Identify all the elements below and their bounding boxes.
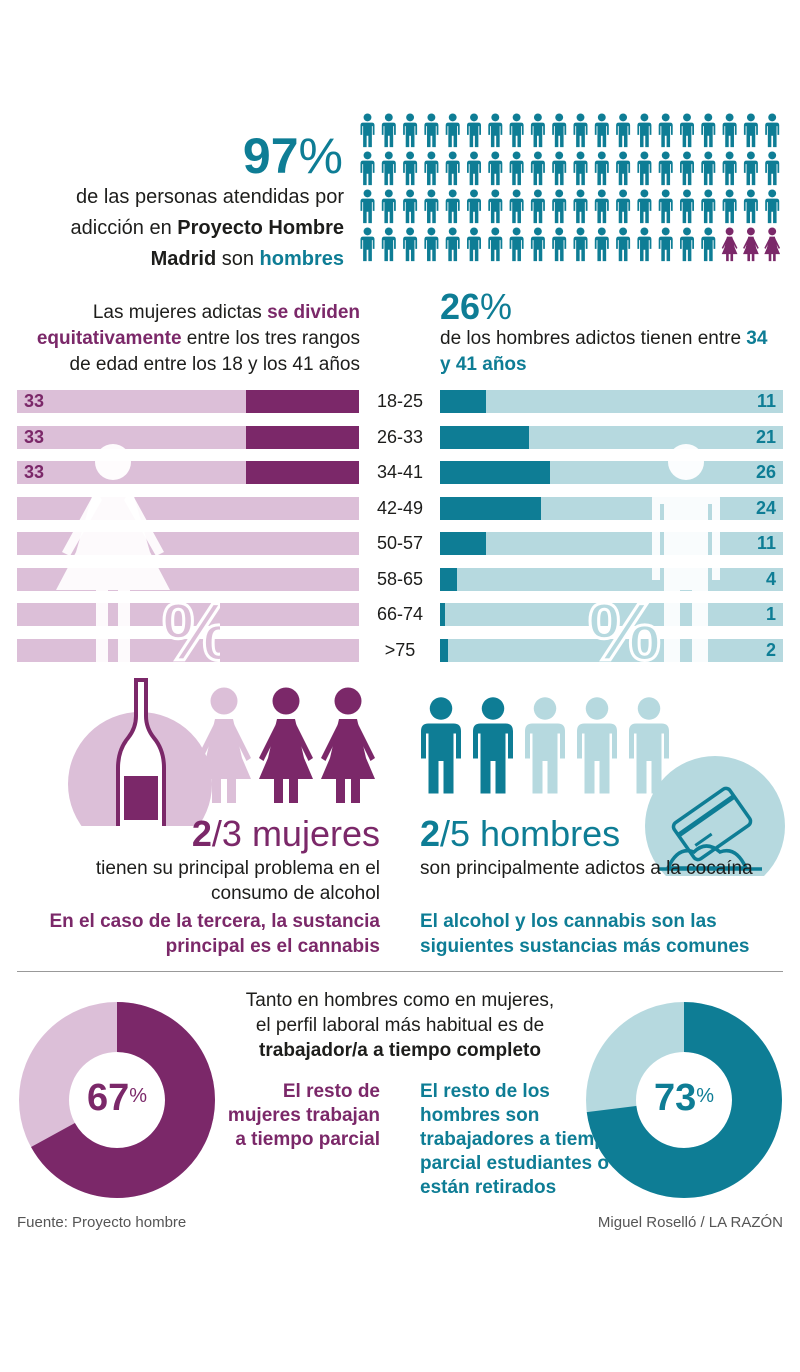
men-bar-label: 24: [755, 497, 776, 518]
women-intro-a: Las mujeres adictas: [92, 302, 268, 323]
men-bar-track: [440, 390, 783, 413]
men-bar: [440, 425, 529, 449]
hero-description: de las personas atendidas por adicción e…: [20, 182, 344, 275]
men-stat-description: son principalmente adictos a la cocaína: [420, 858, 753, 879]
men-donut-arc: [586, 1002, 782, 1198]
men-bar: [440, 496, 542, 520]
age-range-label: >75: [384, 639, 416, 660]
men-circle: [645, 756, 785, 876]
men-bar-label: 26: [755, 462, 776, 482]
women-stat-num: 2: [191, 813, 212, 854]
women-intro-b: se dividen equitativamente: [36, 302, 360, 349]
hero-value: 97: [242, 128, 299, 184]
age-range-label: 50-57: [376, 533, 424, 553]
men-stat-note: El alcohol y los cannabis son las siguie…: [420, 911, 750, 957]
men-percentage: 26%: [440, 287, 512, 327]
age-range-label: 66-74: [376, 604, 424, 624]
women-bar: [246, 425, 359, 449]
hero-line-3: Madrid son hombres: [20, 244, 344, 275]
women-bar-label: 33: [24, 462, 45, 482]
men-pct-value: 26: [440, 286, 481, 327]
source-credit: Fuente: Proyecto hombre: [17, 1214, 187, 1231]
age-range-label: 18-25: [376, 391, 424, 411]
age-range-label: 42-49: [376, 497, 424, 518]
woman-icon: [321, 687, 375, 803]
women-bar-label: 33: [24, 426, 45, 447]
men-bar: [440, 461, 550, 484]
women-age-intro: Las mujeres adictas se dividen equitativ…: [20, 300, 360, 378]
hero-line-2: adicción en Proyecto Hombre: [20, 213, 344, 244]
men-bar: [440, 603, 445, 626]
age-range-label: 58-65: [376, 568, 424, 589]
age-range-label: 26-33: [376, 426, 424, 447]
women-alcohol-stat: 2/3 mujeres: [140, 814, 380, 854]
work-line-1: Tanto en hombres como en mujeres,: [245, 990, 555, 1011]
men-watermark-pct: %: [588, 587, 661, 662]
men-intro-a: de los hombres adictos tienen entre: [440, 328, 747, 349]
men-bar: [440, 390, 487, 413]
women-bar: [246, 390, 359, 413]
men-bar: [440, 638, 449, 662]
men-substance-graphic: [421, 697, 785, 876]
women-bar: [246, 461, 359, 484]
men-donut-value: 73: [653, 1077, 697, 1119]
credit-card-cocaine-icon: [671, 786, 753, 862]
work-line-2: el perfil laboral más habitual es de: [255, 1015, 545, 1036]
men-rest-text: El resto de los hombres son trabajadores…: [420, 1081, 618, 1198]
men-bar-label: 4: [765, 568, 776, 589]
hero-symbol: %: [298, 128, 343, 184]
woman-icon: [259, 687, 313, 803]
men-bar-label: 2: [765, 639, 776, 660]
women-substance-graphic: [68, 678, 375, 826]
women-donut-chart: [19, 1002, 215, 1198]
men-bar: [440, 567, 457, 591]
men-bar-label: 1: [765, 604, 776, 624]
men-bar-label: 11: [756, 391, 776, 411]
women-watermark-pct: %: [162, 587, 220, 662]
man-icon: [577, 697, 617, 794]
section-divider: [17, 971, 783, 972]
women-bar-label: 33: [24, 391, 45, 411]
hero-line-1: de las personas atendidas por: [76, 186, 344, 208]
author-credit: Miguel Roselló / LA RAZÓN: [597, 1214, 783, 1231]
man-icon: [473, 697, 513, 794]
women-stat-description: tienen su principal problema en el consu…: [95, 858, 380, 904]
wine-bottle-icon: [116, 678, 166, 826]
women-donut-label: 67%: [47, 1078, 187, 1118]
men-bar-label: 11: [756, 533, 776, 553]
women-donut-arc: [19, 1002, 215, 1198]
men-cocaine-stat: 2/5 hombres: [420, 814, 620, 854]
men-bar: [440, 532, 487, 555]
women-rest-text: El resto de mujeres trabajan a tiempo pa…: [227, 1081, 380, 1150]
hero-percentage: 97%: [238, 128, 343, 184]
men-age-intro: de los hombres adictos tienen entre 34 y…: [440, 326, 780, 378]
women-intro-c: entre los tres rangos de edad entre los …: [69, 328, 360, 375]
work-line-3: trabajador/a a tiempo completo: [259, 1040, 541, 1061]
hero-line-3b: son: [216, 248, 260, 270]
men-donut-symbol: %: [696, 1085, 715, 1107]
men-donut-label: 73%: [614, 1078, 754, 1118]
men-stat-rest: /5 hombres: [440, 813, 621, 854]
man-icon: [629, 697, 669, 794]
women-donut-symbol: %: [129, 1085, 148, 1107]
age-range-label: 34-41: [376, 462, 424, 482]
men-bar-label: 21: [755, 426, 776, 447]
women-donut-value: 67: [86, 1077, 130, 1119]
hero-line-3a: Madrid: [150, 248, 217, 270]
man-icon: [421, 697, 461, 794]
powder-pile-icon: [665, 844, 749, 870]
hero-line-2b: Proyecto Hombre: [177, 217, 344, 239]
women-stat-note: En el caso de la tercera, la sustancia p…: [49, 911, 380, 957]
hero-line-2a: adicción en: [70, 217, 178, 239]
men-donut-chart: [586, 1002, 782, 1198]
hero-line-3c: hombres: [259, 248, 344, 270]
men-intro-b: 34 y 41 años: [440, 328, 768, 375]
woman-watermark-icon: %: [56, 444, 220, 662]
man-watermark-icon: %: [588, 444, 720, 662]
men-pct-symbol: %: [480, 286, 513, 327]
work-profile-text: Tanto en hombres como en mujeres, el per…: [200, 988, 600, 1063]
men-stat-num: 2: [420, 813, 441, 854]
women-stat-rest: /3 mujeres: [211, 813, 380, 854]
man-icon: [525, 697, 565, 794]
